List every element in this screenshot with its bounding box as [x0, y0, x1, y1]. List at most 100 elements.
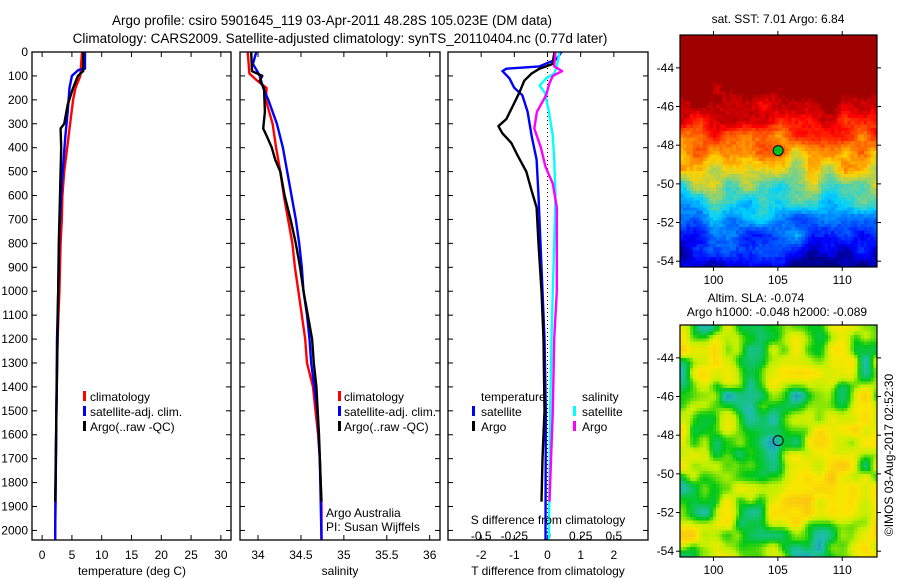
sst-cell: [768, 64, 773, 69]
sst-cell: [808, 58, 812, 62]
sst-cell: [683, 151, 687, 155]
sla-cell: [752, 338, 756, 342]
sst-cell: [847, 54, 852, 59]
sst-cell: [765, 167, 770, 172]
sst-cell: [716, 144, 720, 149]
sla-cell: [794, 344, 799, 349]
sst-cell: [827, 200, 832, 205]
sst-cell: [719, 250, 724, 255]
sst-cell: [709, 217, 714, 221]
sst-cell: [834, 204, 838, 208]
sst-cell: [857, 220, 861, 225]
sst-cell: [696, 68, 701, 72]
sst-cell: [739, 227, 743, 231]
sla-cell: [771, 328, 776, 333]
sst-cell: [867, 160, 871, 165]
sst-cell: [683, 243, 687, 248]
sst-cell: [693, 213, 697, 218]
sst-cell: [686, 58, 691, 62]
sst-cell: [706, 134, 710, 139]
sst-cell: [748, 35, 753, 39]
sst-cell: [857, 160, 861, 165]
sst-cell: [722, 190, 727, 195]
sst-cell: [804, 197, 809, 202]
sst-cell: [791, 167, 796, 172]
sst-cell: [706, 190, 710, 195]
sst-cell: [863, 111, 868, 115]
sst-cell: [712, 207, 717, 212]
sst-cell: [867, 81, 871, 86]
sst-cell: [686, 177, 691, 182]
sst-cell: [824, 247, 829, 251]
sst-cell: [785, 88, 789, 92]
sst-cell: [821, 213, 825, 218]
sst-cell: [702, 187, 707, 192]
sla-cell: [712, 325, 717, 329]
sst-cell: [775, 194, 779, 198]
sst-cell: [827, 64, 832, 69]
sst-cell: [778, 190, 783, 195]
sla-cell: [748, 351, 753, 356]
sst-cell: [778, 64, 783, 69]
sst-cell: [765, 144, 770, 149]
sst-cell: [722, 117, 727, 122]
sst-cell: [693, 44, 697, 49]
sst-cell: [837, 263, 842, 268]
sst-cell: [808, 117, 812, 122]
sst-cell: [870, 134, 875, 139]
sst-cell: [824, 111, 829, 115]
sst-cell: [863, 164, 868, 168]
sst-cell: [680, 227, 684, 231]
sst-cell: [781, 48, 786, 52]
sst-cell: [831, 160, 835, 165]
sst-cell: [752, 247, 756, 251]
sst-cell: [854, 177, 858, 182]
sst-cell: [693, 64, 697, 69]
sst-cell: [729, 68, 733, 72]
sst-cell: [680, 124, 684, 129]
sst-cell: [722, 223, 727, 228]
sst-cell: [840, 38, 845, 43]
sst-cell: [716, 51, 720, 56]
sst-cell: [814, 210, 819, 215]
sst-cell: [765, 154, 770, 159]
sst-cell: [762, 58, 766, 62]
sla-cell: [758, 344, 763, 349]
sla-cell: [709, 334, 714, 339]
sst-cell: [798, 213, 802, 218]
sst-cell: [683, 38, 687, 43]
sst-cell: [844, 247, 848, 251]
sla-cell: [870, 334, 875, 339]
sst-cell: [870, 233, 875, 238]
sst-cell: [785, 167, 789, 172]
sst-cell: [834, 147, 838, 152]
sst-cell: [729, 84, 733, 89]
sst-cell: [873, 91, 878, 96]
sst-cell: [817, 247, 822, 251]
sst-cell: [824, 257, 829, 261]
sst-cell: [814, 101, 819, 105]
sst-cell: [840, 114, 845, 119]
sst-cell: [758, 200, 763, 205]
sst-cell: [788, 147, 793, 152]
sst-cell: [854, 237, 858, 241]
sst-cell: [811, 180, 816, 185]
sst-cell: [771, 260, 776, 265]
sst-cell: [824, 35, 829, 39]
sst-cell: [801, 88, 806, 92]
sst-cell: [765, 68, 770, 72]
sst-cell: [732, 104, 737, 109]
sst-cell: [735, 210, 740, 215]
sst-cell: [870, 131, 875, 135]
sst-cell: [722, 217, 727, 221]
sst-cell: [785, 58, 789, 62]
sst-cell: [854, 223, 858, 228]
sla-cell: [775, 325, 779, 329]
sst-cell: [804, 174, 809, 178]
sst-cell: [847, 177, 852, 182]
sst-cell: [735, 111, 740, 115]
sst-cell: [844, 97, 848, 102]
sst-cell: [827, 61, 832, 66]
sla-cell: [709, 331, 714, 336]
sst-cell: [683, 200, 687, 205]
